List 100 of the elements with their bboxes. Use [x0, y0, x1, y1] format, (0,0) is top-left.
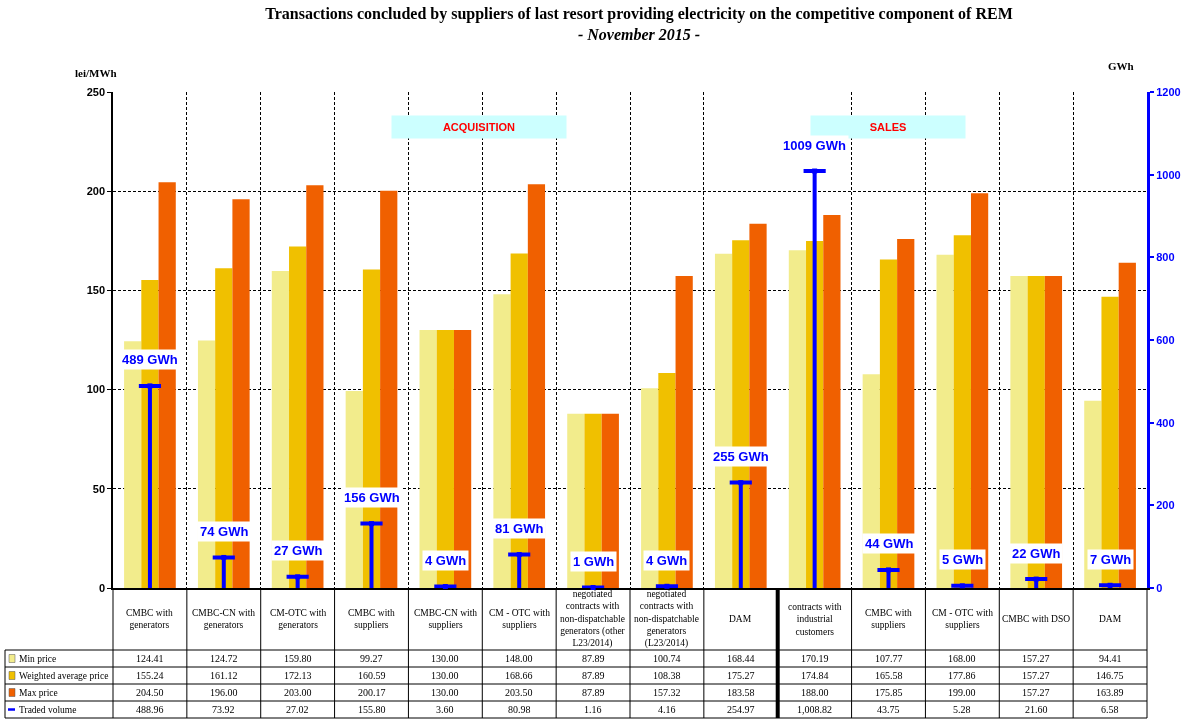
- bar: [493, 294, 511, 588]
- x-tick-label: negotiated contracts with non-dispatchable generators (other L23/2014): [560, 589, 626, 650]
- data-label: 172.13: [284, 670, 312, 681]
- annotation: SALES: [869, 121, 907, 133]
- x-tick-label: negotiated contracts with non-dispatchable generators (L23/2014): [634, 589, 699, 650]
- point: [812, 168, 818, 174]
- bar: [271, 270, 290, 588]
- annotation: 489 GWh: [122, 352, 178, 367]
- point: [738, 480, 744, 486]
- data-label: 188.00: [801, 687, 829, 698]
- data-label: 3.60: [436, 704, 454, 715]
- y-axis-title: lei/MWh: [75, 67, 117, 79]
- annotation: 1 GWh: [573, 554, 615, 569]
- legend-label: Weighted average price: [19, 671, 109, 681]
- data-label: 87.89: [582, 653, 605, 664]
- data-label: 21.60: [1025, 704, 1048, 715]
- y-tick-label: 150: [86, 284, 106, 297]
- data-label: 200.17: [358, 687, 386, 698]
- x-tick-label: CMBC with suppliers: [348, 608, 395, 631]
- data-label: 1,008.82: [797, 704, 832, 715]
- data-label: 183.58: [727, 687, 755, 698]
- x-tick-label: DAM: [1099, 614, 1122, 624]
- y-tick-label: 200: [86, 185, 106, 198]
- annotation: 27 GWh: [274, 543, 323, 558]
- data-label: 124.41: [136, 653, 164, 664]
- data-label: 108.38: [653, 670, 681, 681]
- data-label: 160.59: [358, 670, 386, 681]
- x-tick-label: CM - OTC with suppliers: [932, 608, 994, 631]
- data-label: 165.58: [875, 670, 903, 681]
- data-label: 107.77: [875, 653, 903, 664]
- data-label: 488.96: [136, 704, 164, 715]
- data-label: 157.27: [1022, 670, 1050, 681]
- annotation: ACQUISITION: [442, 121, 516, 133]
- point: [221, 554, 227, 560]
- y-tick-label: 250: [86, 85, 106, 98]
- legend-label: Traded volume: [19, 705, 77, 715]
- data-label: 5.28: [953, 704, 971, 715]
- data-label: 168.44: [727, 653, 755, 664]
- annotation: 22 GWh: [1012, 546, 1061, 561]
- y-tick-label: 100: [86, 383, 106, 396]
- bar: [936, 254, 954, 588]
- y2-tick-label: 200: [1156, 499, 1175, 512]
- data-label: 203.00: [284, 687, 312, 698]
- data-label: 196.00: [210, 687, 238, 698]
- data-label: 1.16: [584, 704, 602, 715]
- y-tick-label: 0: [98, 581, 106, 594]
- x-tick-label: DAM: [729, 614, 752, 624]
- annotation: 74 GWh: [200, 524, 249, 539]
- x-tick-label: CM - OTC with suppliers: [489, 608, 551, 631]
- data-label: 99.27: [360, 653, 383, 664]
- data-label: 130.00: [431, 687, 459, 698]
- data-label: 73.92: [212, 704, 235, 715]
- x-tick-label: CMBC with generators: [126, 608, 173, 631]
- data-label: 124.72: [210, 653, 238, 664]
- data-label: 4.16: [658, 704, 676, 715]
- data-label: 80.98: [508, 704, 531, 715]
- x-tick-label: CM-OTC with generators: [270, 608, 327, 631]
- legend-label: Max price: [19, 688, 58, 698]
- y2-tick-label: 600: [1156, 333, 1175, 346]
- bar: [419, 330, 437, 588]
- annotation: 4 GWh: [425, 553, 467, 568]
- data-label: 87.89: [582, 670, 605, 681]
- data-label: 27.02: [286, 704, 309, 715]
- data-label: 155.24: [136, 670, 164, 681]
- annotation: 156 GWh: [344, 490, 400, 505]
- y-tick-label: 50: [92, 482, 106, 495]
- bar: [567, 413, 585, 588]
- bar: [714, 253, 733, 588]
- data-label: 130.00: [431, 670, 459, 681]
- data-label: 199.00: [948, 687, 976, 698]
- chart-title: Transactions concluded by suppliers of last resort providing electricity on the competitive component of REM: [265, 5, 1013, 24]
- data-label: 6.58: [1101, 704, 1119, 715]
- data-label: 177.86: [948, 670, 976, 681]
- bar: [641, 388, 659, 588]
- data-label: 155.80: [358, 704, 386, 715]
- data-label: 175.85: [875, 687, 903, 698]
- point: [516, 552, 522, 558]
- y2-tick-label: 400: [1156, 416, 1175, 429]
- y2-axis-title: GWh: [1108, 60, 1134, 72]
- data-label: 130.00: [431, 653, 459, 664]
- x-tick-label: CMBC with suppliers: [865, 608, 912, 631]
- annotation: 4 GWh: [646, 553, 688, 568]
- chart-subtitle: - November 2015 -: [577, 26, 701, 44]
- data-label: 175.27: [727, 670, 755, 681]
- data-label: 94.41: [1099, 653, 1122, 664]
- x-tick-label: CMBC-CN with generators: [192, 608, 256, 631]
- data-label: 148.00: [505, 653, 533, 664]
- annotation: 5 GWh: [942, 552, 984, 567]
- annotation: 255 GWh: [713, 449, 769, 464]
- data-label: 159.80: [284, 653, 312, 664]
- point: [369, 521, 374, 527]
- legend-label: Min price: [19, 654, 57, 664]
- data-label: 168.00: [948, 653, 976, 664]
- y2-tick-label: 1000: [1156, 168, 1181, 181]
- data-label: 157.27: [1022, 653, 1050, 664]
- bar: [1010, 275, 1028, 588]
- x-tick-label: CMBC-CN with suppliers: [414, 608, 478, 631]
- x-tick-label: CMBC with DSO: [1002, 614, 1071, 624]
- bar: [197, 340, 216, 588]
- data-label: 43.75: [877, 704, 900, 715]
